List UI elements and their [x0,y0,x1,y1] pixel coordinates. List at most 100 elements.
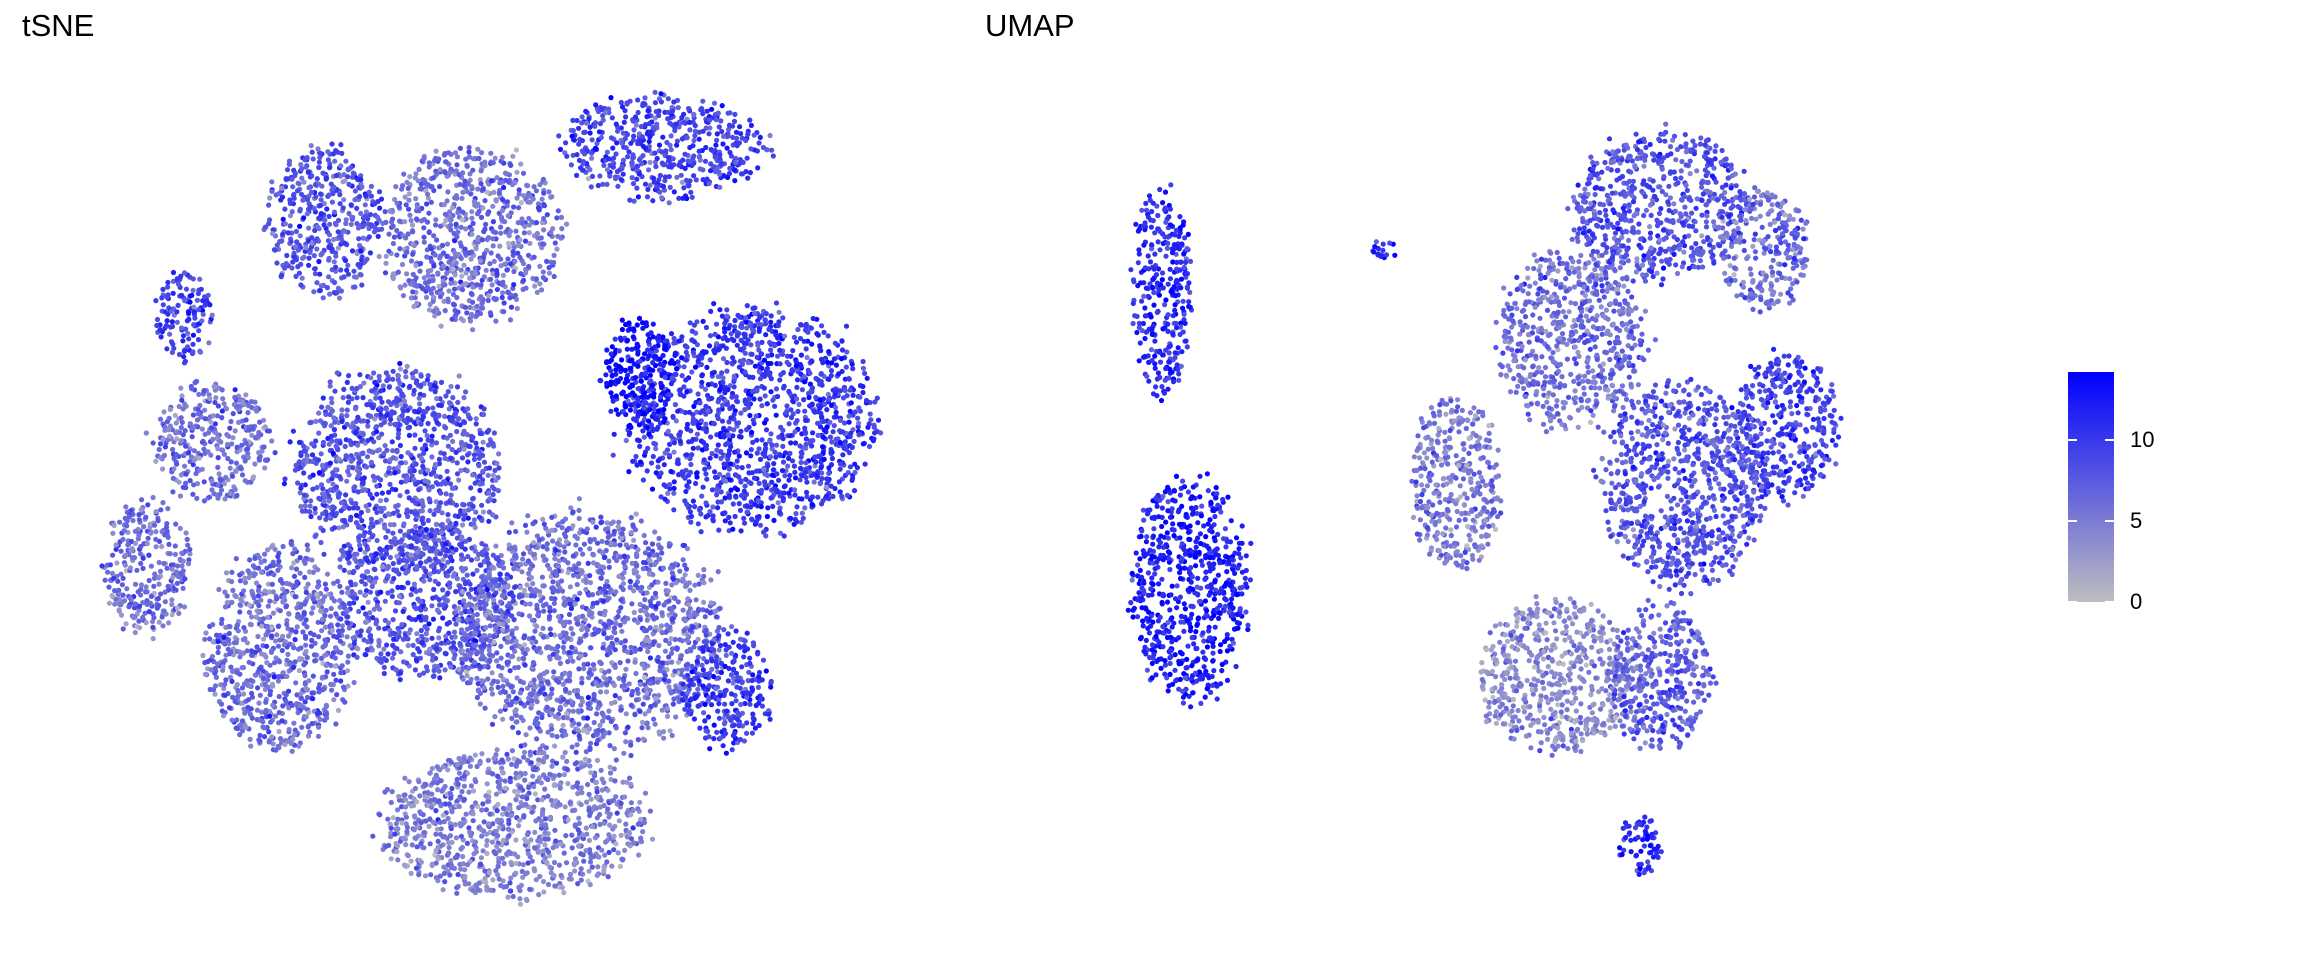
tsne-point [627,365,633,371]
tsne-point [604,181,610,187]
tsne-point [505,256,511,262]
tsne-point [199,318,205,324]
tsne-point [180,568,186,574]
tsne-point [718,161,725,167]
tsne-point [140,565,146,572]
tsne-point [404,249,410,255]
tsne-point [645,445,651,451]
tsne-point [498,256,504,262]
tsne-point [762,393,768,399]
tsne-point [843,323,850,329]
tsne-point [470,503,476,509]
tsne-point [320,295,326,301]
tsne-point [531,254,537,260]
tsne-point [393,184,399,190]
tsne-point [195,290,201,297]
tsne-point [845,470,851,476]
tsne-point [768,431,774,437]
tsne-point [526,263,532,270]
tsne-point [404,489,410,495]
tsne-point [662,174,669,180]
tsne-point [155,595,161,602]
tsne-point [296,459,302,465]
tsne-point [581,129,587,136]
tsne-point [556,133,562,139]
tsne-point [775,500,781,506]
tsne-point [781,484,787,490]
tsne-point [651,411,657,417]
tsne-point [640,387,646,393]
tsne-point [243,392,249,398]
tsne-point [396,513,402,519]
tsne-point [472,480,478,486]
tsne-point [793,363,799,369]
tsne-point [666,155,672,161]
tsne-point [662,162,668,168]
tsne-point [448,492,454,498]
tsne-point [170,341,176,347]
tsne-point [608,408,614,414]
tsne-point [746,424,752,430]
tsne-point [213,430,219,436]
tsne-point [308,498,314,504]
tsne-point [699,372,705,378]
tsne-point [304,211,310,217]
tsne-point [821,456,827,462]
tsne-point [309,441,315,447]
tsne-point [436,413,442,419]
tsne-point [346,210,352,217]
tsne-point [700,349,706,355]
tsne-point [375,233,381,239]
tsne-point [692,128,698,134]
tsne-point [285,230,291,236]
tsne-point [383,219,389,225]
tsne-point [660,134,666,140]
tsne-point [398,460,405,466]
tsne-point [217,491,223,497]
tsne-point [453,193,460,199]
tsne-point [410,289,416,295]
tsne-point [687,509,694,515]
tsne-point [732,324,738,330]
tsne-point [433,217,439,223]
tsne-point [453,168,459,174]
tsne-point [182,428,188,434]
tsne-point [734,487,741,493]
tsne-point [775,393,781,400]
tsne-point [635,109,641,116]
tsne-point [434,419,440,426]
tsne-point [410,229,416,235]
tsne-point [700,98,706,104]
tsne-point [317,418,324,424]
tsne-point [153,509,159,515]
tsne-point [720,141,726,147]
tsne-point [255,433,261,439]
tsne-title: tSNE [22,8,95,43]
tsne-point [343,158,349,164]
tsne-point [325,238,331,244]
tsne-point [179,550,185,556]
tsne-point [425,191,431,197]
tsne-point [719,418,726,424]
tsne-point [595,182,601,189]
tsne-point [215,446,221,452]
tsne-point [461,262,467,268]
tsne-point [465,406,471,412]
tsne-point [754,514,761,520]
tsne-point [362,258,368,264]
tsne-point [382,209,388,215]
tsne-point [288,239,294,245]
tsne-point [307,249,313,255]
tsne-point [839,338,845,344]
tsne-point [390,510,397,516]
tsne-point [340,205,346,211]
tsne-point [687,159,693,165]
tsne-point [589,150,595,156]
tsne-point [815,494,821,500]
tsne-point [446,288,452,294]
tsne-point [445,518,451,524]
tsne-point [183,480,189,486]
tsne-point [261,444,267,450]
tsne-point [749,516,755,522]
tsne-point [313,532,319,538]
